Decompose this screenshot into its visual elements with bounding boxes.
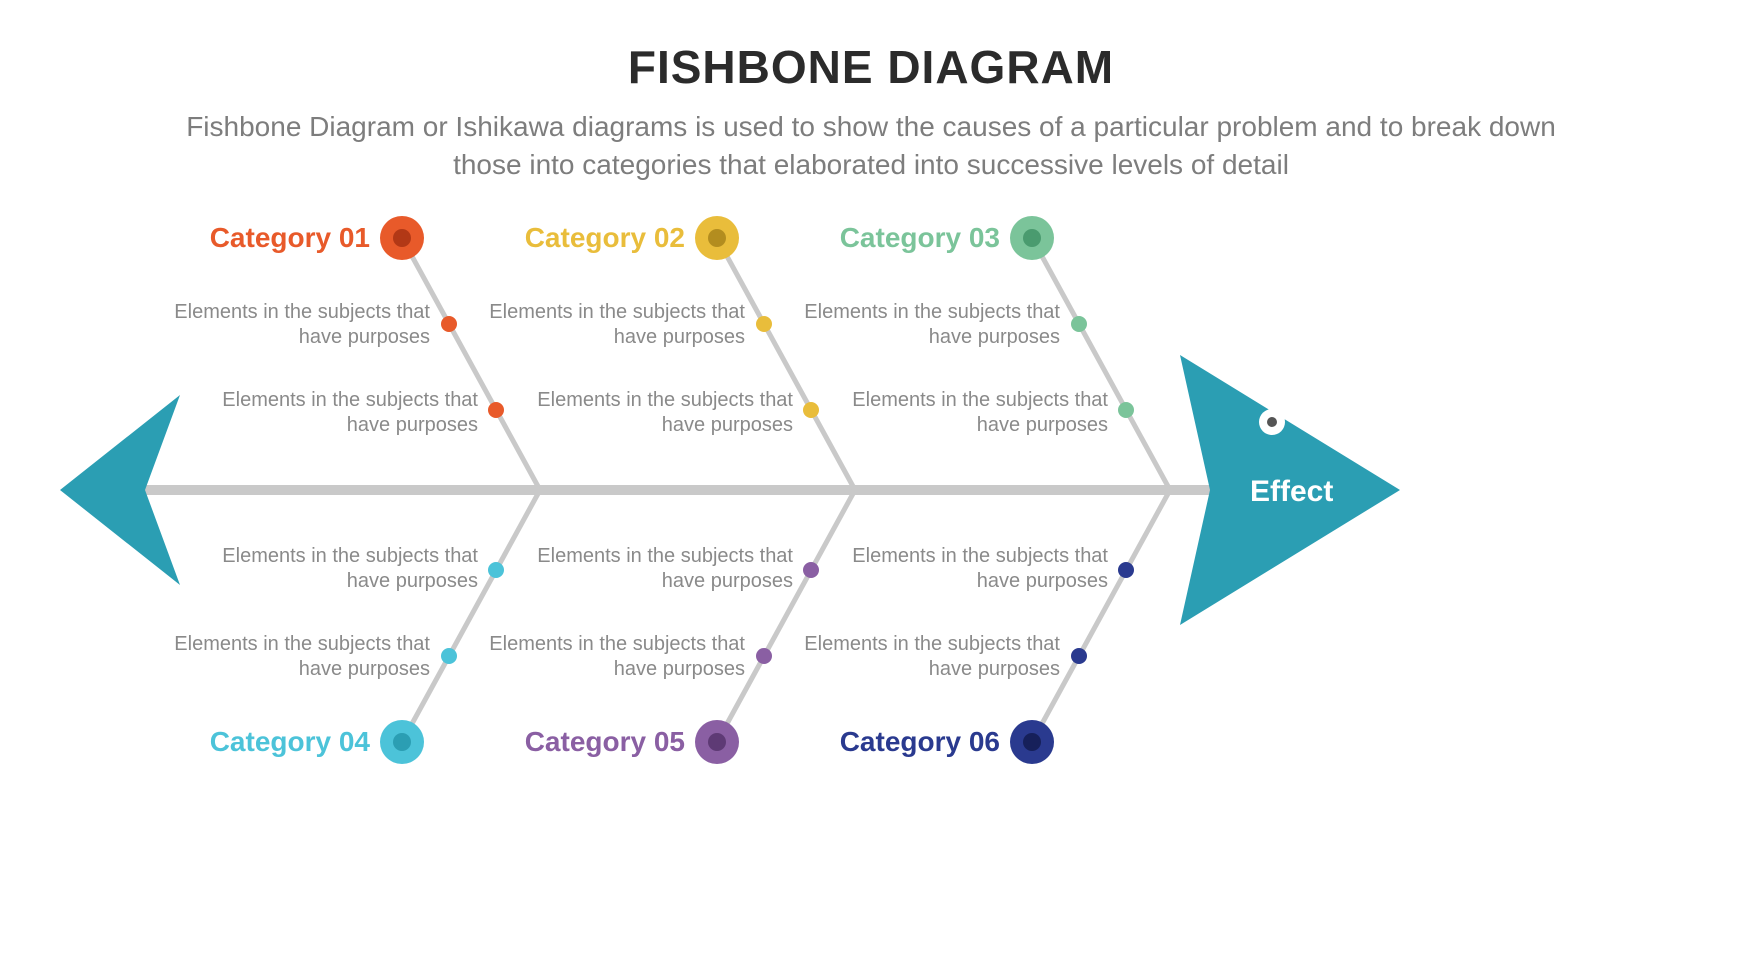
category-label-cat2: Category 02 — [485, 222, 685, 254]
category-label-cat1: Category 01 — [170, 222, 370, 254]
element-text-cat2-1: Elements in the subjects that have purpo… — [533, 388, 793, 438]
element-text-cat6-1: Elements in the subjects that have purpo… — [800, 632, 1060, 682]
element-text-cat3-1: Elements in the subjects that have purpo… — [848, 388, 1108, 438]
element-text-cat4-1: Elements in the subjects that have purpo… — [170, 632, 430, 682]
category-label-cat6: Category 06 — [800, 726, 1000, 758]
element-text-cat1-1: Elements in the subjects that have purpo… — [218, 388, 478, 438]
element-text-cat3-0: Elements in the subjects that have purpo… — [800, 300, 1060, 350]
element-text-cat1-0: Elements in the subjects that have purpo… — [170, 300, 430, 350]
effect-label: Effect — [1250, 475, 1333, 509]
element-text-cat2-0: Elements in the subjects that have purpo… — [485, 300, 745, 350]
category-label-cat4: Category 04 — [170, 726, 370, 758]
category-label-cat5: Category 05 — [485, 726, 685, 758]
element-text-cat5-0: Elements in the subjects that have purpo… — [533, 544, 793, 594]
element-text-cat6-0: Elements in the subjects that have purpo… — [848, 544, 1108, 594]
fishbone-svg — [0, 0, 1742, 980]
element-text-cat5-1: Elements in the subjects that have purpo… — [485, 632, 745, 682]
category-label-cat3: Category 03 — [800, 222, 1000, 254]
element-text-cat4-0: Elements in the subjects that have purpo… — [218, 544, 478, 594]
